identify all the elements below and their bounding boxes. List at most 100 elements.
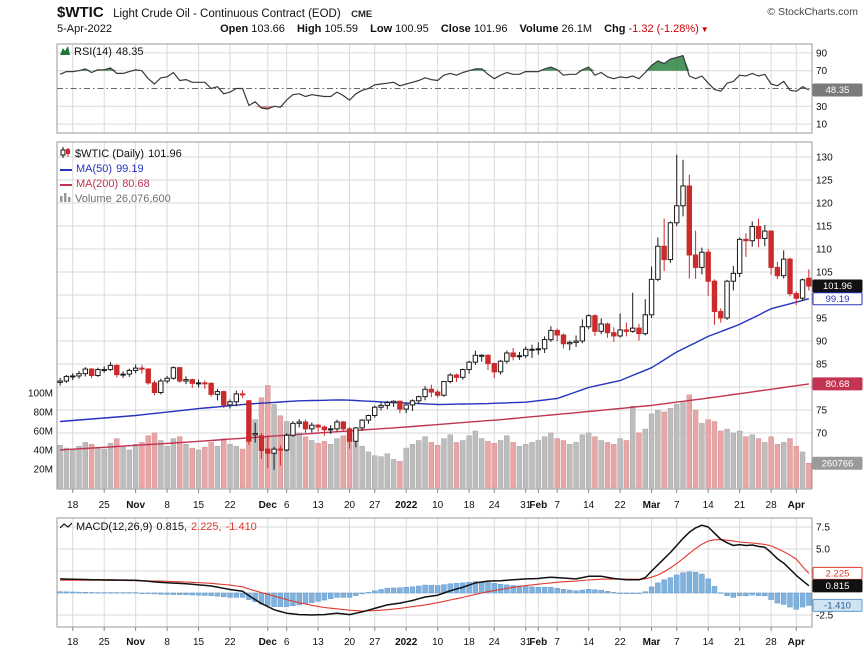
candle xyxy=(793,293,799,299)
macd-histogram-bar xyxy=(265,592,271,606)
stockcharts-credit-link[interactable]: © StockCharts.com xyxy=(767,6,858,18)
candle xyxy=(252,432,258,436)
macd-histogram-bar xyxy=(302,592,309,605)
candle xyxy=(523,348,529,357)
volume-bar xyxy=(214,445,221,489)
macd-histogram-bar xyxy=(271,592,277,607)
candle xyxy=(705,251,711,282)
macd-histogram-bar xyxy=(95,592,101,594)
volume-bar xyxy=(114,438,120,489)
volume-bar xyxy=(755,438,762,489)
volume-bar xyxy=(88,444,95,489)
macd-histogram-bar xyxy=(560,589,567,594)
candle xyxy=(145,368,151,384)
quote-bar: 5-Apr-2022 Open 103.66 High 105.59 Low 100.… xyxy=(57,23,858,35)
volume-bar xyxy=(667,407,674,489)
candle xyxy=(139,367,145,370)
x-axis-label: Nov xyxy=(126,637,145,648)
candle xyxy=(397,400,403,410)
volume-bar xyxy=(793,445,799,489)
candle xyxy=(604,323,611,334)
candle xyxy=(246,400,252,442)
candle xyxy=(403,404,409,410)
macd-histogram-bar xyxy=(227,592,233,598)
volume-bar xyxy=(434,445,441,489)
macd-histogram-bar xyxy=(623,592,630,594)
open-label: Open xyxy=(220,23,249,35)
macd-histogram-bar xyxy=(567,589,573,594)
price-tick-label: 130 xyxy=(816,153,833,164)
macd-histogram-bar xyxy=(290,592,296,607)
volume-bar xyxy=(422,436,428,489)
macd-histogram-bar xyxy=(183,592,189,596)
volume-bar xyxy=(302,436,309,489)
candle xyxy=(258,435,265,451)
volume-bar xyxy=(806,462,812,489)
volume-bar xyxy=(466,435,472,489)
volume-bar xyxy=(567,444,573,489)
macd-histogram-bar xyxy=(655,582,661,594)
candle xyxy=(749,225,755,242)
candle xyxy=(296,421,302,424)
rsi-tick-label: 30 xyxy=(816,102,828,113)
candle xyxy=(686,185,693,256)
rsi-tick-label: 90 xyxy=(816,48,828,59)
macd-histogram-bar xyxy=(334,592,340,598)
volume-bar xyxy=(57,445,63,489)
candle xyxy=(441,380,447,396)
volume-tick-label: 60M xyxy=(34,427,53,438)
volume-bar xyxy=(151,432,158,489)
volume-bar xyxy=(674,404,680,489)
high-label: High xyxy=(296,23,322,35)
volume-bar xyxy=(460,440,466,489)
candle xyxy=(611,332,617,337)
chart-title: Light Crude Oil - Continuous Contract (E… xyxy=(113,8,341,20)
x-axis-label: Dec xyxy=(259,500,278,511)
volume-bar xyxy=(372,455,378,489)
macd-histogram-bar xyxy=(548,587,554,594)
volume-bar xyxy=(378,456,384,489)
macd-histogram-bar xyxy=(674,574,680,594)
macd-histogram-bar xyxy=(384,587,391,594)
volume-tick-label: 80M xyxy=(34,408,53,419)
macd-histogram-bar xyxy=(416,585,422,594)
candle xyxy=(57,380,63,383)
volume-bar xyxy=(315,443,321,489)
volume-bar xyxy=(661,411,667,489)
candle xyxy=(327,428,334,431)
candle xyxy=(214,391,221,395)
price-tick-label: 110 xyxy=(816,245,832,256)
volume-bar xyxy=(428,442,435,489)
macd-histogram-bar xyxy=(315,592,321,602)
volume-bar xyxy=(164,445,170,489)
macd-histogram-bar xyxy=(132,592,139,594)
candle xyxy=(548,329,554,341)
macd-histogram-bar xyxy=(699,573,705,594)
volume-bar xyxy=(189,447,195,489)
candle xyxy=(409,400,416,406)
volume-bar xyxy=(183,444,189,489)
chart-date: 5-Apr-2022 xyxy=(57,23,113,35)
candle xyxy=(529,348,535,351)
macd-histogram-bar xyxy=(724,592,730,596)
candle xyxy=(151,382,158,394)
x-axis-label: Dec xyxy=(259,637,278,648)
x-axis-label: 8 xyxy=(164,500,170,511)
macd-histogram-bar xyxy=(221,592,227,598)
x-axis-label: 21 xyxy=(734,500,746,511)
macd-histogram-bar xyxy=(88,592,95,594)
candle xyxy=(183,379,189,382)
macd-histogram-bar xyxy=(749,592,755,596)
candle xyxy=(736,238,743,274)
candle xyxy=(573,340,579,343)
macd-histogram-bar xyxy=(774,592,781,604)
volume-bar xyxy=(63,447,70,489)
x-axis-label: 13 xyxy=(313,637,325,648)
x-axis-label: 8 xyxy=(164,637,170,648)
candle xyxy=(164,377,170,382)
macd-histogram-bar xyxy=(107,592,114,594)
volume-tick-label: 40M xyxy=(34,446,53,457)
svg-text:48.35: 48.35 xyxy=(826,85,850,96)
candle xyxy=(636,327,642,335)
candle xyxy=(718,311,724,319)
